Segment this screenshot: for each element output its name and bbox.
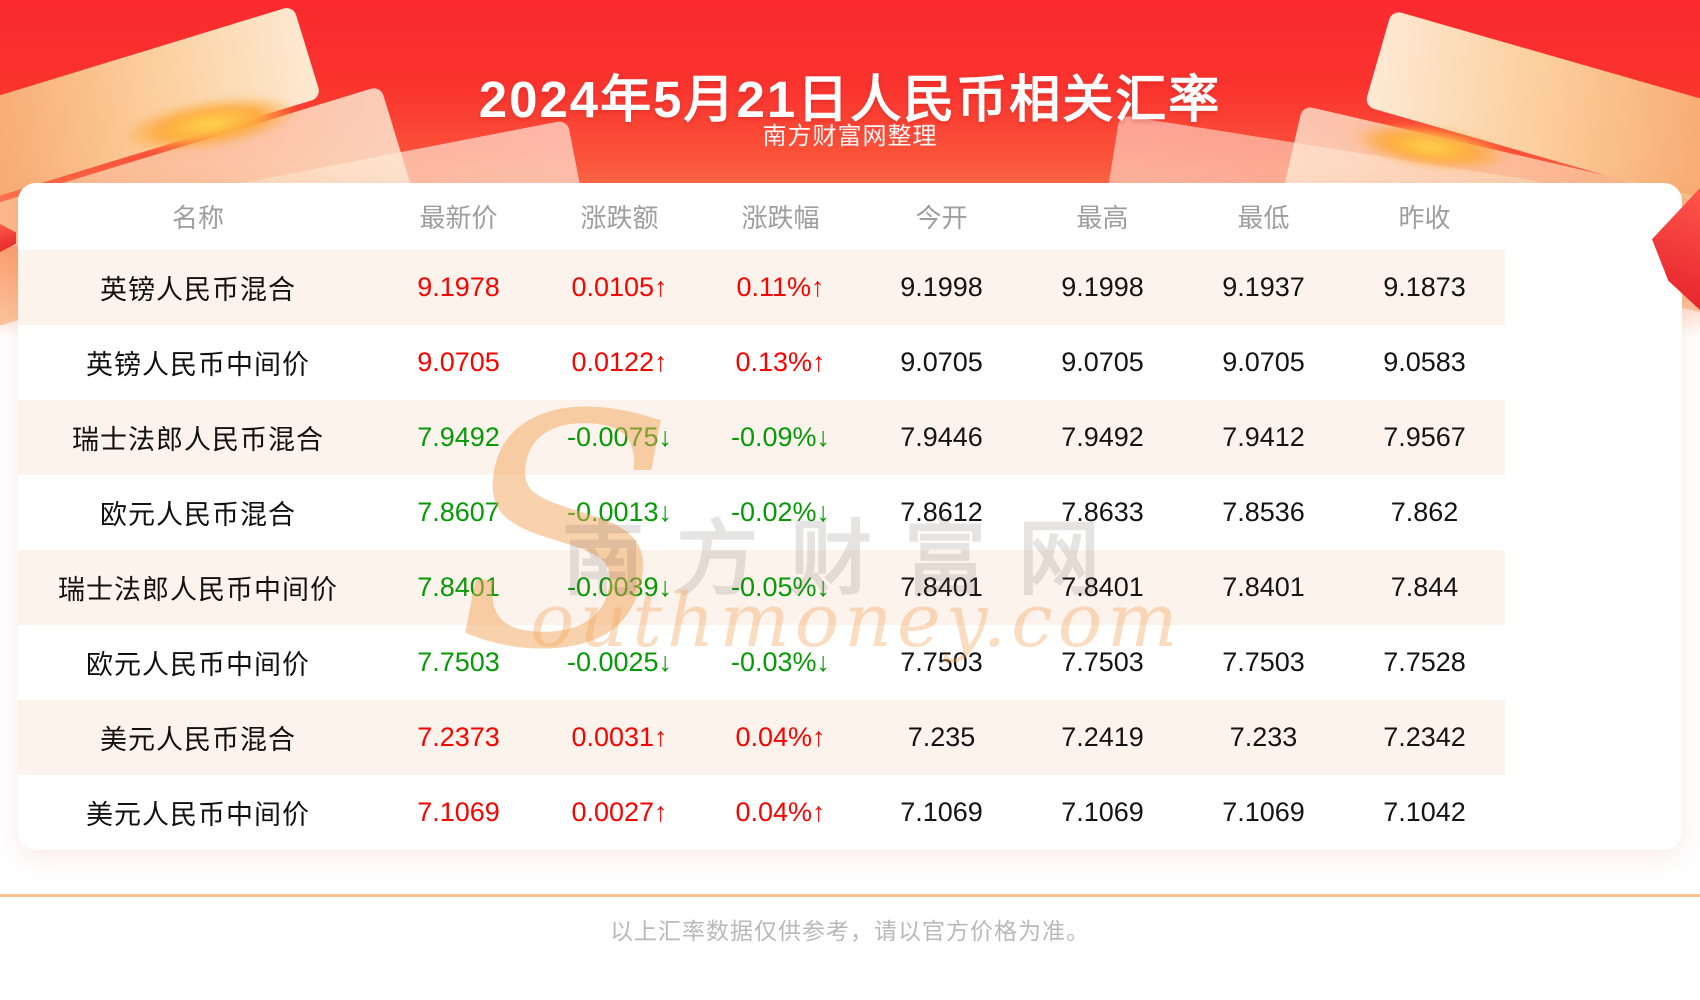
col-header-prev-close: 昨收	[1344, 183, 1505, 250]
cell-open: 7.9446	[861, 400, 1022, 475]
cell-change-pct: -0.02%↓	[730, 497, 831, 527]
cell-name: 欧元人民币混合	[100, 500, 296, 530]
cell-change: -0.0025↓	[566, 647, 673, 677]
cell-open: 7.1069	[900, 797, 983, 827]
cell-change: -0.0013↓	[566, 497, 673, 527]
cell-change: 0.0031↑	[539, 700, 700, 775]
cell-low: 7.8401	[1183, 550, 1344, 625]
cell-low: 7.233	[1183, 700, 1344, 775]
cell-latest: 9.1978	[378, 250, 539, 325]
cell-latest: 7.7503	[417, 647, 500, 677]
cell-name: 美元人民币混合	[18, 700, 378, 775]
rates-table: 名称 最新价 涨跌额 涨跌幅 今开 最高 最低 昨收 英镑人民币混合 9.197…	[18, 183, 1505, 850]
cell-low: 9.0705	[1222, 347, 1305, 377]
table-row: 瑞士法郎人民币中间价 7.8401 -0.0039↓ -0.05%↓ 7.840…	[18, 550, 1505, 625]
cell-low: 7.9412	[1183, 400, 1344, 475]
cell-change: 0.0105↑	[539, 250, 700, 325]
cell-open: 9.0705	[900, 347, 983, 377]
cell-high: 9.0705	[1061, 347, 1144, 377]
cell-latest: 7.8401	[378, 550, 539, 625]
footer-disclaimer: 以上汇率数据仅供参考，请以官方价格为准。	[610, 918, 1090, 944]
cell-open: 7.8401	[861, 550, 1022, 625]
col-header-high: 最高	[1022, 183, 1183, 250]
cell-change: -0.0075↓	[539, 400, 700, 475]
page-subtitle: 南方财富网整理	[762, 123, 938, 150]
table-row: 美元人民币混合 7.2373 0.0031↑ 0.04%↑ 7.235 7.24…	[18, 700, 1505, 775]
cell-change: 0.0122↑	[571, 347, 668, 377]
cell-high: 7.2419	[1022, 700, 1183, 775]
cell-prev-close: 7.2342	[1344, 700, 1505, 775]
cell-change-pct: -0.05%↓	[700, 550, 861, 625]
cell-high: 7.9492	[1022, 400, 1183, 475]
cell-name: 瑞士法郎人民币混合	[18, 400, 378, 475]
cell-open: 7.8612	[900, 497, 983, 527]
cell-change-pct: 0.04%↑	[735, 797, 826, 827]
footer-divider-line	[0, 894, 1700, 897]
cell-change: 0.0027↑	[571, 797, 668, 827]
cell-low: 7.1069	[1222, 797, 1305, 827]
page-title: 2024年5月21日人民币相关汇率	[478, 71, 1222, 129]
col-header-name: 名称	[18, 183, 378, 250]
cell-open: 9.1998	[861, 250, 1022, 325]
cell-latest: 7.2373	[378, 700, 539, 775]
cell-low: 7.7503	[1222, 647, 1305, 677]
cell-latest: 7.8607	[417, 497, 500, 527]
cell-change: -0.0039↓	[539, 550, 700, 625]
cell-high: 7.7503	[1061, 647, 1144, 677]
cell-prev-close: 7.844	[1344, 550, 1505, 625]
cell-high: 9.1998	[1022, 250, 1183, 325]
cell-open: 7.7503	[900, 647, 983, 677]
rates-table-body: 英镑人民币混合 9.1978 0.0105↑ 0.11%↑ 9.1998 9.1…	[18, 250, 1505, 850]
edge-fade-right	[1682, 246, 1700, 338]
edge-fade-left	[0, 246, 18, 338]
cell-change-pct: 0.11%↑	[700, 250, 861, 325]
rates-card: 名称 最新价 涨跌额 涨跌幅 今开 最高 最低 昨收 英镑人民币混合 9.197…	[18, 183, 1682, 850]
cell-low: 9.1937	[1183, 250, 1344, 325]
table-row: 美元人民币中间价 7.1069 0.0027↑ 0.04%↑ 7.1069 7.…	[18, 775, 1505, 850]
cell-latest: 7.9492	[378, 400, 539, 475]
cell-latest: 9.0705	[417, 347, 500, 377]
cell-prev-close: 9.1873	[1344, 250, 1505, 325]
cell-name: 欧元人民币中间价	[86, 650, 310, 680]
cell-prev-close: 7.1042	[1383, 797, 1466, 827]
cell-prev-close: 9.0583	[1383, 347, 1466, 377]
cell-prev-close: 7.862	[1390, 497, 1459, 527]
col-header-change: 涨跌额	[539, 183, 700, 250]
cell-low: 7.8536	[1222, 497, 1305, 527]
col-header-low: 最低	[1183, 183, 1344, 250]
cell-name: 英镑人民币混合	[18, 250, 378, 325]
cell-change-pct: 0.04%↑	[700, 700, 861, 775]
cell-name: 美元人民币中间价	[86, 800, 310, 830]
cell-prev-close: 7.7528	[1383, 647, 1466, 677]
col-header-latest: 最新价	[378, 183, 539, 250]
cell-prev-close: 7.9567	[1344, 400, 1505, 475]
cell-change-pct: -0.03%↓	[730, 647, 831, 677]
cell-change-pct: -0.09%↓	[700, 400, 861, 475]
table-row: 英镑人民币中间价 9.0705 0.0122↑ 0.13%↑ 9.0705 9.…	[18, 325, 1505, 400]
cell-change-pct: 0.13%↑	[735, 347, 826, 377]
col-header-change-pct: 涨跌幅	[700, 183, 861, 250]
table-row: 英镑人民币混合 9.1978 0.0105↑ 0.11%↑ 9.1998 9.1…	[18, 250, 1505, 325]
table-header-row: 名称 最新价 涨跌额 涨跌幅 今开 最高 最低 昨收	[18, 183, 1505, 250]
cell-high: 7.8401	[1022, 550, 1183, 625]
cell-high: 7.8633	[1061, 497, 1144, 527]
col-header-open: 今开	[861, 183, 1022, 250]
table-row: 欧元人民币中间价 7.7503 -0.0025↓ -0.03%↓ 7.7503 …	[18, 625, 1505, 700]
table-row: 瑞士法郎人民币混合 7.9492 -0.0075↓ -0.09%↓ 7.9446…	[18, 400, 1505, 475]
cell-name: 英镑人民币中间价	[86, 350, 310, 380]
cell-name: 瑞士法郎人民币中间价	[18, 550, 378, 625]
table-row: 欧元人民币混合 7.8607 -0.0013↓ -0.02%↓ 7.8612 7…	[18, 475, 1505, 550]
cell-open: 7.235	[861, 700, 1022, 775]
cell-high: 7.1069	[1061, 797, 1144, 827]
cell-latest: 7.1069	[417, 797, 500, 827]
